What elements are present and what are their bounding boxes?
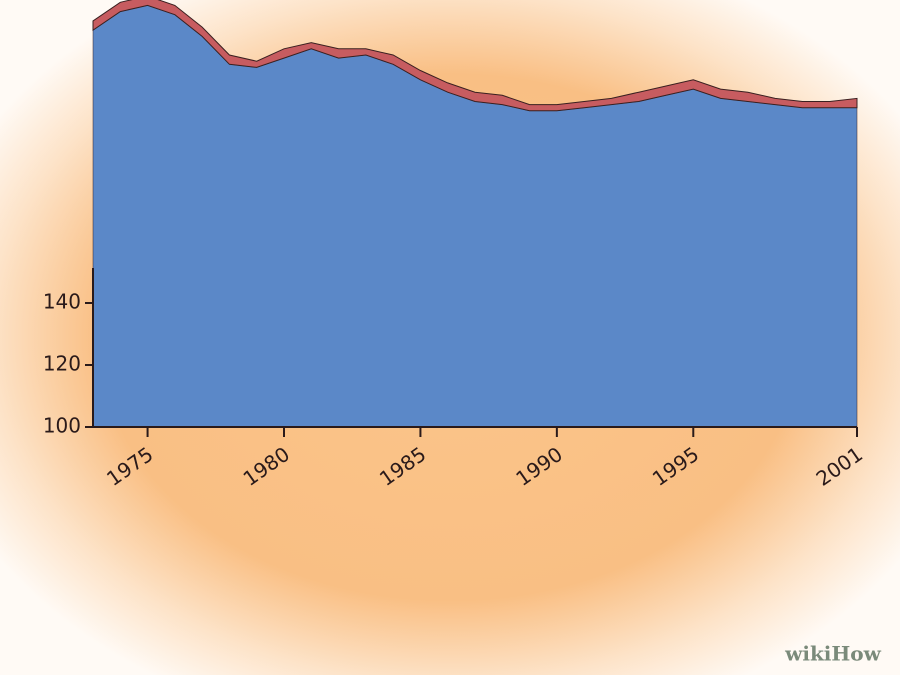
y-tick-label: 140 xyxy=(43,290,81,314)
y-tick-label: 120 xyxy=(43,352,81,376)
area xyxy=(92,0,858,112)
y-tick-label: 100 xyxy=(43,414,81,438)
watermark: wikiHow xyxy=(784,642,882,666)
